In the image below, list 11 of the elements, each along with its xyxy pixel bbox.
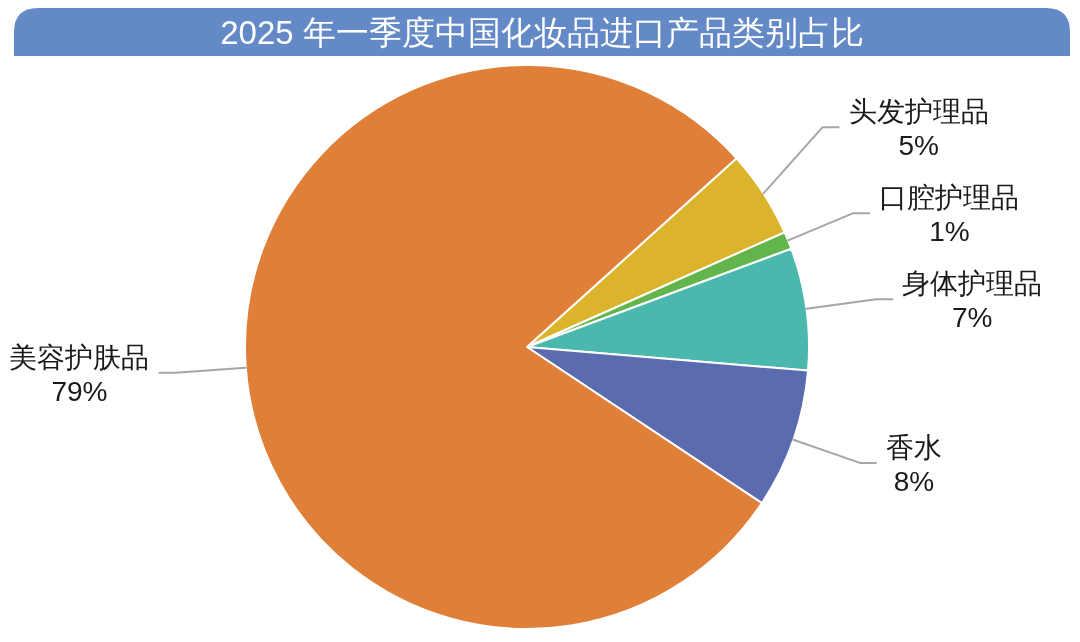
data-label: 8% <box>893 465 935 497</box>
data-label: 79% <box>51 375 108 407</box>
slice-label: 香水 <box>885 431 942 463</box>
slice-label: 口腔护理品 <box>879 182 1020 214</box>
slice-label: 头发护理品 <box>848 96 989 128</box>
data-label: 5% <box>898 130 939 162</box>
data-label: 7% <box>952 302 993 334</box>
slice-label: 身体护理品 <box>902 268 1043 300</box>
slice-label: 美容护肤品 <box>9 341 150 373</box>
chart-title: 2025 年一季度中国化妆品进口产品类别占比 <box>220 14 864 51</box>
data-label: 1% <box>929 216 970 248</box>
